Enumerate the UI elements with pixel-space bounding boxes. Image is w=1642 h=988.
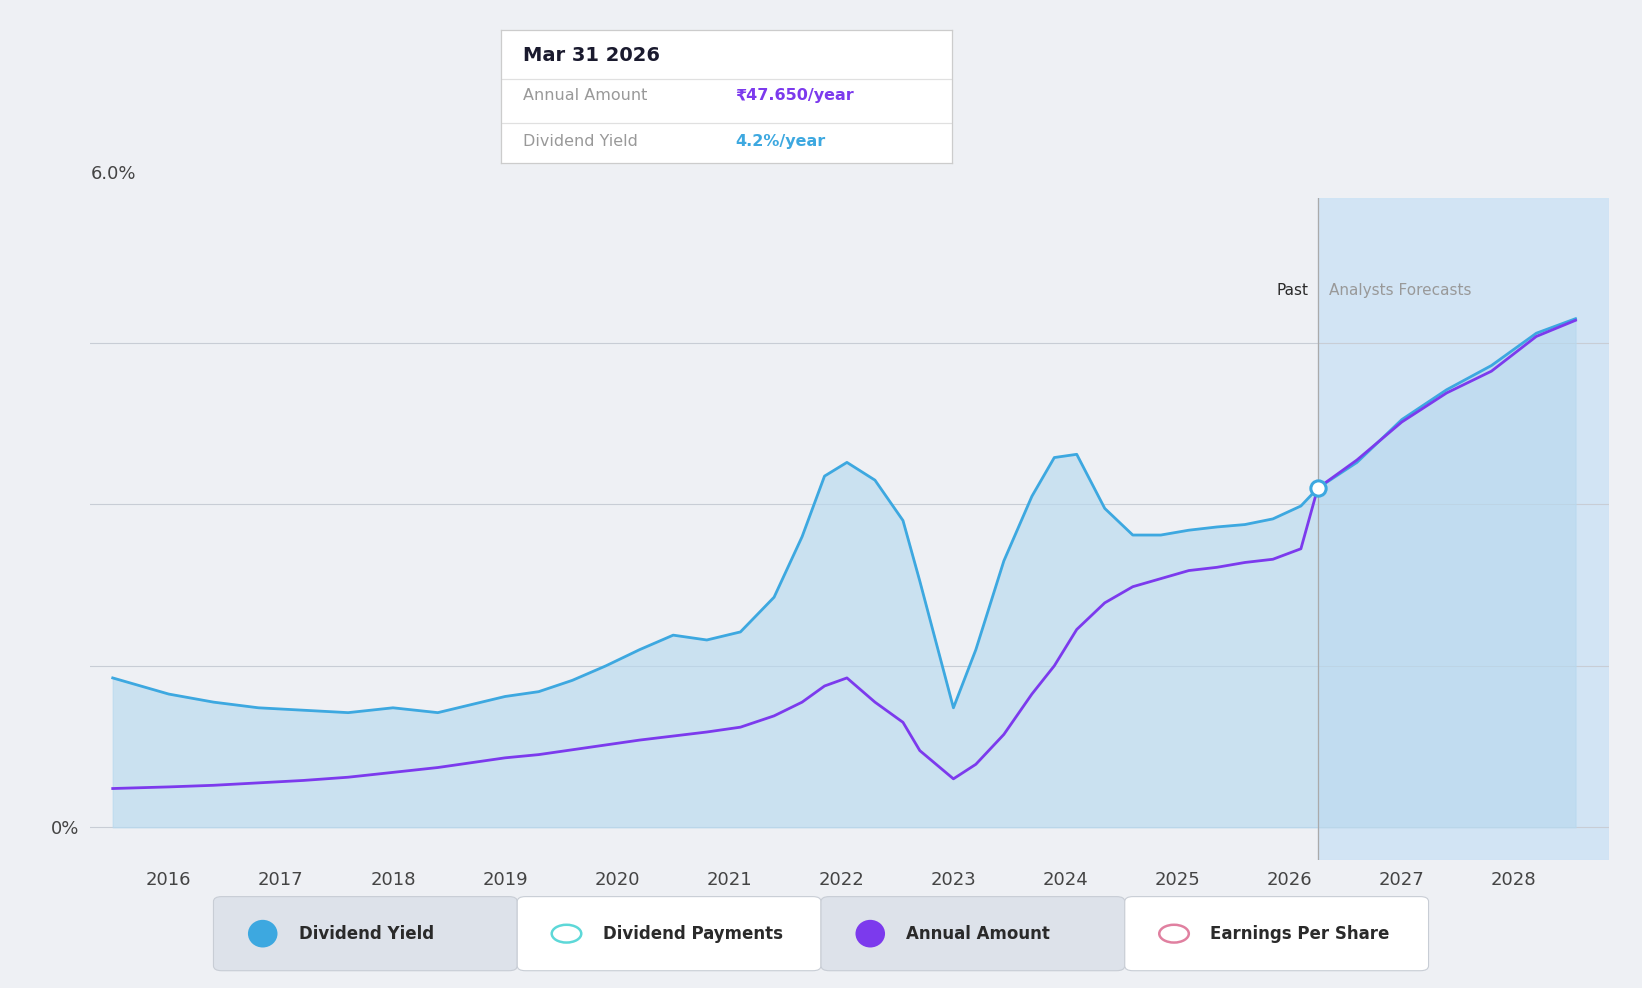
Text: Annual Amount: Annual Amount (524, 88, 647, 104)
Text: Dividend Yield: Dividend Yield (524, 133, 639, 148)
Text: Dividend Yield: Dividend Yield (299, 925, 433, 943)
Text: Analysts Forecasts: Analysts Forecasts (1328, 283, 1471, 298)
Text: 4.2%/year: 4.2%/year (736, 133, 826, 148)
Bar (1319, 198, 1609, 860)
Text: ₹47.650/year: ₹47.650/year (736, 88, 854, 104)
Text: Mar 31 2026: Mar 31 2026 (524, 45, 660, 64)
Text: Dividend Payments: Dividend Payments (603, 925, 783, 943)
Text: 6.0%: 6.0% (90, 165, 136, 183)
Text: Annual Amount: Annual Amount (906, 925, 1051, 943)
Text: Earnings Per Share: Earnings Per Share (1210, 925, 1389, 943)
Text: Past: Past (1277, 283, 1309, 298)
